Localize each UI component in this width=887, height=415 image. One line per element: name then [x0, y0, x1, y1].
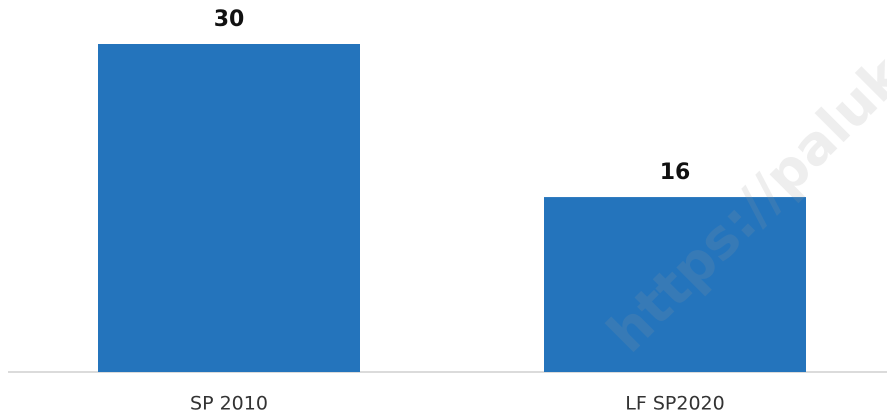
x-tick-label: LF SP2020: [625, 393, 724, 415]
data-label: 30: [214, 7, 245, 32]
x-tick-label: SP 2010: [190, 393, 268, 415]
bar: [98, 44, 360, 372]
data-label: 16: [660, 160, 691, 185]
bar: [544, 197, 806, 372]
